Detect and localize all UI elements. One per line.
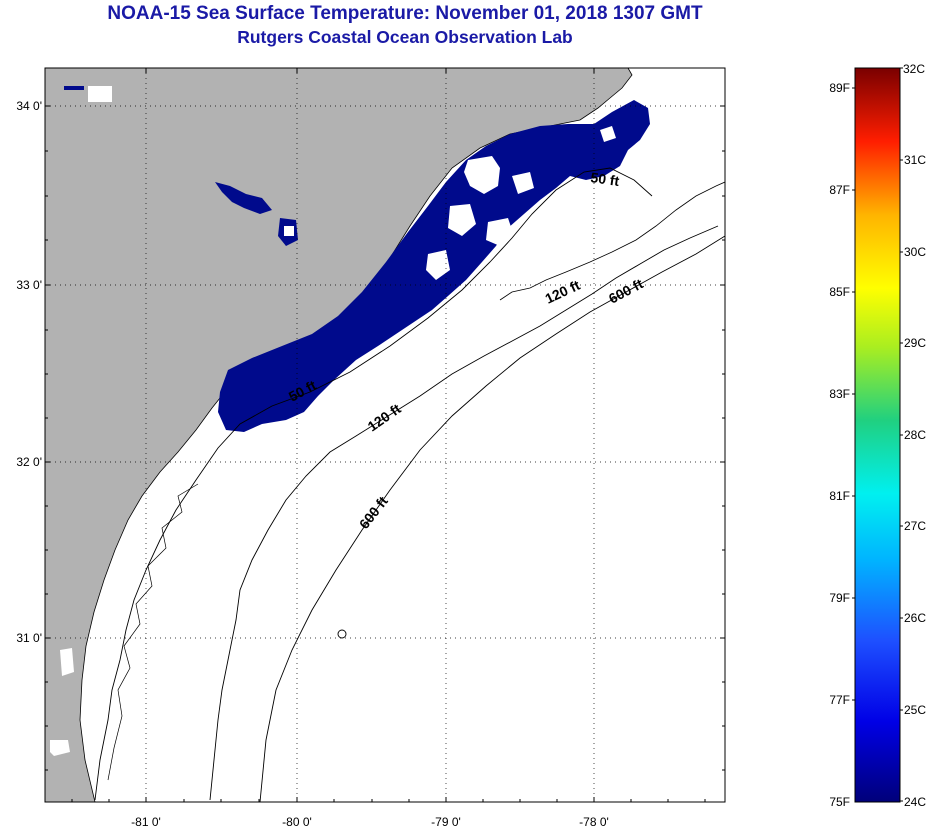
cloud-gap	[600, 126, 616, 142]
colorbar-c-label: 30C	[904, 245, 926, 259]
colorbar-c-label: 28C	[904, 428, 926, 442]
contour-50ft-detail	[107, 483, 199, 781]
cloud-gap	[512, 172, 534, 194]
colorbar-f-label: 77F	[829, 693, 850, 707]
colorbar-f-label: 83F	[829, 387, 850, 401]
seamount-contour	[337, 629, 347, 639]
lat-label-32: 32 0'	[16, 455, 42, 469]
colorbar-f-label: 85F	[829, 285, 850, 299]
sst-patch	[64, 86, 84, 90]
colorbar-c-label: 27C	[904, 519, 926, 533]
cloud-gap	[448, 204, 476, 236]
cloud-gap	[486, 218, 514, 246]
land-patch	[50, 740, 70, 756]
lat-label-33: 33 0'	[16, 278, 42, 292]
map-ticks	[45, 68, 725, 802]
colorbar-f-label: 79F	[829, 591, 850, 605]
land-patch	[284, 226, 294, 236]
cloud-gap	[464, 156, 500, 194]
cloud-gap	[426, 250, 450, 280]
colorbar-c-label: 25C	[904, 703, 926, 717]
contour-label-50ft-north: 50 ft	[590, 169, 621, 189]
lon-label-81: -81 0'	[131, 815, 161, 829]
lon-label-79: -79 0'	[431, 815, 461, 829]
map-subtitle: Rutgers Coastal Ocean Observation Lab	[237, 27, 573, 47]
contour-120ft	[209, 225, 719, 801]
lat-label-31: 31 0'	[16, 631, 42, 645]
sst-patch	[215, 182, 272, 214]
map-title: NOAA-15 Sea Surface Temperature: Novembe…	[107, 3, 703, 24]
contour-600ft	[259, 235, 725, 802]
colorbar-ticks	[852, 67, 903, 802]
land-patch	[60, 648, 74, 676]
contour-120ft-shelf	[499, 181, 725, 301]
map-frame	[44, 67, 726, 803]
colorbar-f-label: 81F	[829, 489, 850, 503]
colorbar-c-label: 26C	[904, 611, 926, 625]
map-grid	[45, 68, 725, 802]
lat-label-34: 34 0'	[16, 99, 42, 113]
lon-label-80: -80 0'	[282, 815, 312, 829]
colorbar-c-label: 29C	[904, 336, 926, 350]
lon-label-78: -78 0'	[579, 815, 609, 829]
colorbar-f-label: 87F	[829, 183, 850, 197]
land-patch	[88, 86, 112, 102]
contour-50ft	[94, 167, 653, 801]
colorbar-f-label: 89F	[829, 81, 850, 95]
colorbar-c-label: 32C	[903, 62, 925, 76]
colorbar	[854, 67, 901, 803]
colorbar-f-label: 75F	[829, 795, 850, 809]
colorbar-c-label: 31C	[904, 153, 926, 167]
colorbar-c-label: 24C	[904, 795, 926, 809]
